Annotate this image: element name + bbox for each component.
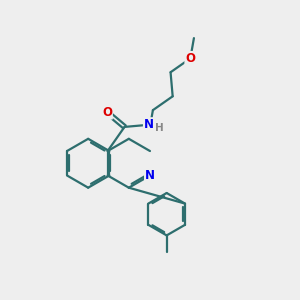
Text: N: N xyxy=(144,118,154,131)
Text: O: O xyxy=(102,106,112,118)
Text: N: N xyxy=(145,169,155,182)
Text: O: O xyxy=(185,52,195,65)
Text: H: H xyxy=(155,123,164,133)
